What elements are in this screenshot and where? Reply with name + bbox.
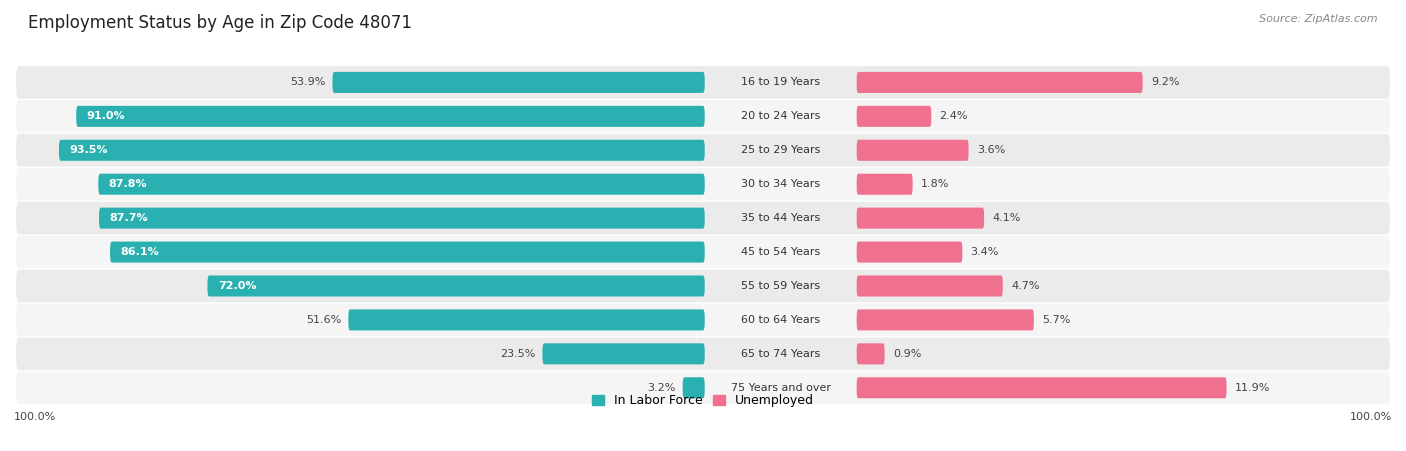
FancyBboxPatch shape	[856, 106, 931, 127]
FancyBboxPatch shape	[15, 66, 1391, 99]
FancyBboxPatch shape	[856, 207, 984, 229]
Text: Source: ZipAtlas.com: Source: ZipAtlas.com	[1260, 14, 1378, 23]
FancyBboxPatch shape	[856, 377, 1226, 398]
Text: 9.2%: 9.2%	[1152, 78, 1180, 87]
FancyBboxPatch shape	[15, 168, 1391, 201]
FancyBboxPatch shape	[98, 174, 704, 195]
FancyBboxPatch shape	[208, 276, 704, 296]
FancyBboxPatch shape	[15, 372, 1391, 404]
FancyBboxPatch shape	[856, 242, 962, 262]
FancyBboxPatch shape	[349, 309, 704, 331]
Text: 86.1%: 86.1%	[121, 247, 159, 257]
Text: 3.2%: 3.2%	[647, 383, 676, 393]
FancyBboxPatch shape	[856, 276, 1002, 296]
FancyBboxPatch shape	[15, 270, 1391, 302]
Text: 87.7%: 87.7%	[110, 213, 148, 223]
Text: 35 to 44 Years: 35 to 44 Years	[741, 213, 820, 223]
Text: 5.7%: 5.7%	[1042, 315, 1070, 325]
FancyBboxPatch shape	[543, 343, 704, 364]
Text: 20 to 24 Years: 20 to 24 Years	[741, 111, 820, 121]
Text: Employment Status by Age in Zip Code 48071: Employment Status by Age in Zip Code 480…	[28, 14, 412, 32]
Text: 0.9%: 0.9%	[893, 349, 921, 359]
Text: 45 to 54 Years: 45 to 54 Years	[741, 247, 820, 257]
Text: 72.0%: 72.0%	[218, 281, 256, 291]
Text: 11.9%: 11.9%	[1234, 383, 1270, 393]
Text: 25 to 29 Years: 25 to 29 Years	[741, 145, 820, 155]
FancyBboxPatch shape	[15, 134, 1391, 166]
FancyBboxPatch shape	[15, 100, 1391, 133]
Text: 75 Years and over: 75 Years and over	[731, 383, 831, 393]
Text: 3.4%: 3.4%	[970, 247, 1000, 257]
Text: 87.8%: 87.8%	[108, 179, 148, 189]
FancyBboxPatch shape	[856, 140, 969, 161]
Text: 60 to 64 Years: 60 to 64 Years	[741, 315, 820, 325]
Text: 1.8%: 1.8%	[921, 179, 949, 189]
FancyBboxPatch shape	[856, 174, 912, 195]
FancyBboxPatch shape	[856, 72, 1143, 93]
Text: 4.7%: 4.7%	[1011, 281, 1039, 291]
FancyBboxPatch shape	[59, 140, 704, 161]
FancyBboxPatch shape	[15, 236, 1391, 268]
FancyBboxPatch shape	[76, 106, 704, 127]
Text: 3.6%: 3.6%	[977, 145, 1005, 155]
FancyBboxPatch shape	[110, 242, 704, 262]
Text: 93.5%: 93.5%	[69, 145, 108, 155]
FancyBboxPatch shape	[332, 72, 704, 93]
Text: 55 to 59 Years: 55 to 59 Years	[741, 281, 820, 291]
FancyBboxPatch shape	[856, 343, 884, 364]
Text: 16 to 19 Years: 16 to 19 Years	[741, 78, 820, 87]
FancyBboxPatch shape	[15, 202, 1391, 235]
Text: 30 to 34 Years: 30 to 34 Years	[741, 179, 820, 189]
FancyBboxPatch shape	[856, 309, 1033, 331]
Text: 100.0%: 100.0%	[14, 412, 56, 422]
FancyBboxPatch shape	[98, 207, 704, 229]
Text: 2.4%: 2.4%	[939, 111, 969, 121]
Text: 53.9%: 53.9%	[290, 78, 326, 87]
Text: 65 to 74 Years: 65 to 74 Years	[741, 349, 820, 359]
Legend: In Labor Force, Unemployed: In Labor Force, Unemployed	[586, 389, 820, 412]
FancyBboxPatch shape	[683, 377, 704, 398]
Text: 91.0%: 91.0%	[87, 111, 125, 121]
Text: 4.1%: 4.1%	[993, 213, 1021, 223]
Text: 23.5%: 23.5%	[501, 349, 536, 359]
Text: 51.6%: 51.6%	[307, 315, 342, 325]
FancyBboxPatch shape	[15, 337, 1391, 370]
Text: 100.0%: 100.0%	[1350, 412, 1392, 422]
FancyBboxPatch shape	[15, 304, 1391, 336]
